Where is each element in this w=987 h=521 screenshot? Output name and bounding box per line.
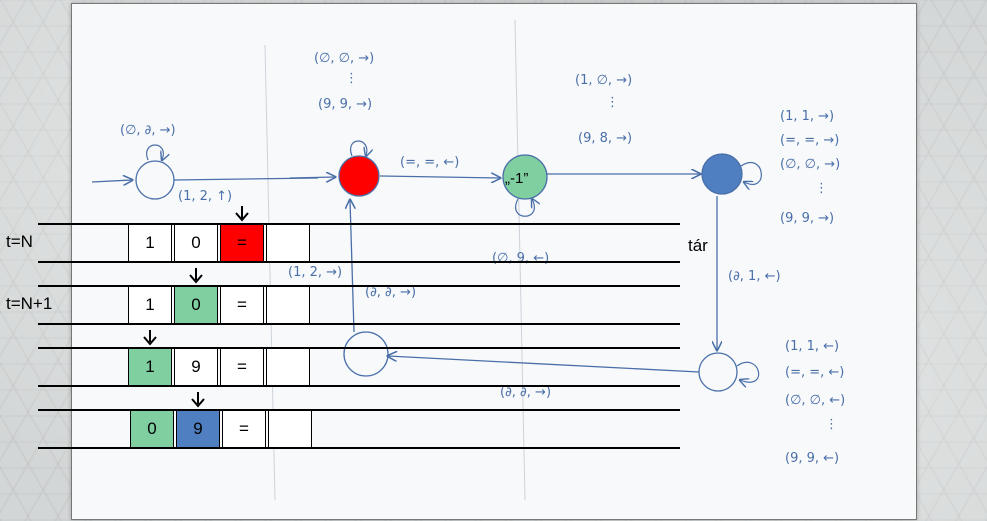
tape-row-top-line bbox=[38, 347, 680, 349]
tape-cell: = bbox=[220, 348, 264, 386]
tape-row-top-line bbox=[38, 285, 680, 287]
blue-state bbox=[701, 153, 743, 195]
green-to-blue-top: (1, ∅, →) bbox=[575, 73, 632, 88]
lower-left-state bbox=[343, 331, 389, 377]
blue-loop-3: (∅, ∅, →) bbox=[780, 157, 840, 172]
tape-cell: = bbox=[220, 224, 264, 262]
start-exit-label: (1, 2, ↑) bbox=[178, 189, 232, 204]
mid-label-2: (∂, ∂, →) bbox=[365, 285, 416, 300]
blue-loop-1: (1, 1, →) bbox=[780, 109, 834, 124]
start-arrow bbox=[91, 180, 132, 182]
start-loop-label: (∅, ∂, →) bbox=[120, 123, 176, 138]
blue-loop-dots: ⋮ bbox=[815, 181, 828, 196]
tape-head-arrow-icon bbox=[143, 330, 157, 346]
tape-cell: = bbox=[222, 410, 266, 448]
blue-loop-4: (9, 9, →) bbox=[780, 211, 834, 226]
red-loop bbox=[349, 140, 367, 156]
tape-cell: 9 bbox=[176, 410, 220, 448]
red-incoming-arrow bbox=[289, 177, 335, 178]
bottom-loop-3: (∅, ∅, ←) bbox=[785, 393, 845, 408]
green-loop-label: (∅, 9, ←) bbox=[492, 251, 549, 266]
green-state-label: „-1” bbox=[505, 170, 528, 187]
start-state bbox=[135, 160, 175, 200]
red-to-green-label: (=, =, ←) bbox=[400, 155, 459, 170]
tape-row-bottom-line bbox=[38, 261, 680, 263]
tape-cell bbox=[266, 286, 310, 324]
bottom-loop-1: (1, 1, ←) bbox=[785, 339, 839, 354]
tape-cell: 1 bbox=[128, 224, 172, 262]
tape-head-arrow-icon bbox=[189, 268, 203, 284]
tape-cell: 0 bbox=[130, 410, 174, 448]
tape-row-label: t=N+1 bbox=[6, 294, 53, 313]
tape-cell bbox=[266, 348, 310, 386]
lower-to-red-edge bbox=[350, 200, 354, 333]
red-to-green-edge bbox=[379, 176, 500, 178]
blue-loop-2: (=, =, →) bbox=[780, 133, 839, 148]
red-state bbox=[338, 155, 380, 197]
tape-cell: 0 bbox=[174, 224, 218, 262]
start-loop bbox=[146, 144, 164, 160]
bottom-loop-dots: ⋮ bbox=[825, 417, 838, 432]
bottom-loop-2: (=, =, ←) bbox=[785, 365, 844, 380]
tape-cell: = bbox=[220, 286, 264, 324]
fold-line bbox=[514, 19, 526, 501]
tape-row-label: t=N bbox=[6, 232, 33, 251]
bottom-loop-4: (9, 9, ←) bbox=[785, 451, 839, 466]
bottom-to-red-label: (∂, ∂, →) bbox=[500, 385, 551, 400]
blue-down-label: (∂, 1, ←) bbox=[728, 269, 781, 284]
tape-row-top-line bbox=[38, 223, 680, 225]
bottom-loop bbox=[736, 361, 760, 382]
red-loop-bottom: (9, 9, →) bbox=[318, 97, 372, 112]
tape-row-top-line bbox=[38, 409, 680, 411]
blue-loop bbox=[740, 162, 762, 185]
tape-cell: 0 bbox=[174, 286, 218, 324]
green-to-blue-dots: ⋮ bbox=[606, 95, 619, 110]
tape-cell bbox=[268, 410, 312, 448]
tape-cell: 1 bbox=[128, 348, 172, 386]
green-state bbox=[502, 154, 548, 200]
green-loop bbox=[515, 199, 535, 217]
green-to-blue-bottom: (9, 8, →) bbox=[578, 131, 632, 146]
tape-cell: 1 bbox=[128, 286, 172, 324]
mid-label-1: (1, 2, →) bbox=[288, 265, 342, 280]
red-loop-dots: ⋮ bbox=[345, 71, 358, 86]
tar-label: tár bbox=[688, 236, 708, 255]
red-loop-top: (∅, ∅, →) bbox=[314, 51, 374, 66]
tape-cell bbox=[266, 224, 310, 262]
tape-head-arrow-icon bbox=[235, 206, 249, 222]
tape-row-bottom-line bbox=[38, 447, 680, 449]
bottom-to-left-edge bbox=[388, 356, 700, 373]
tape-head-arrow-icon bbox=[191, 392, 205, 408]
tape-cell: 9 bbox=[174, 348, 218, 386]
bottom-state bbox=[698, 352, 738, 392]
tape-row-bottom-line bbox=[38, 323, 680, 325]
tape-row-bottom-line bbox=[38, 385, 680, 387]
